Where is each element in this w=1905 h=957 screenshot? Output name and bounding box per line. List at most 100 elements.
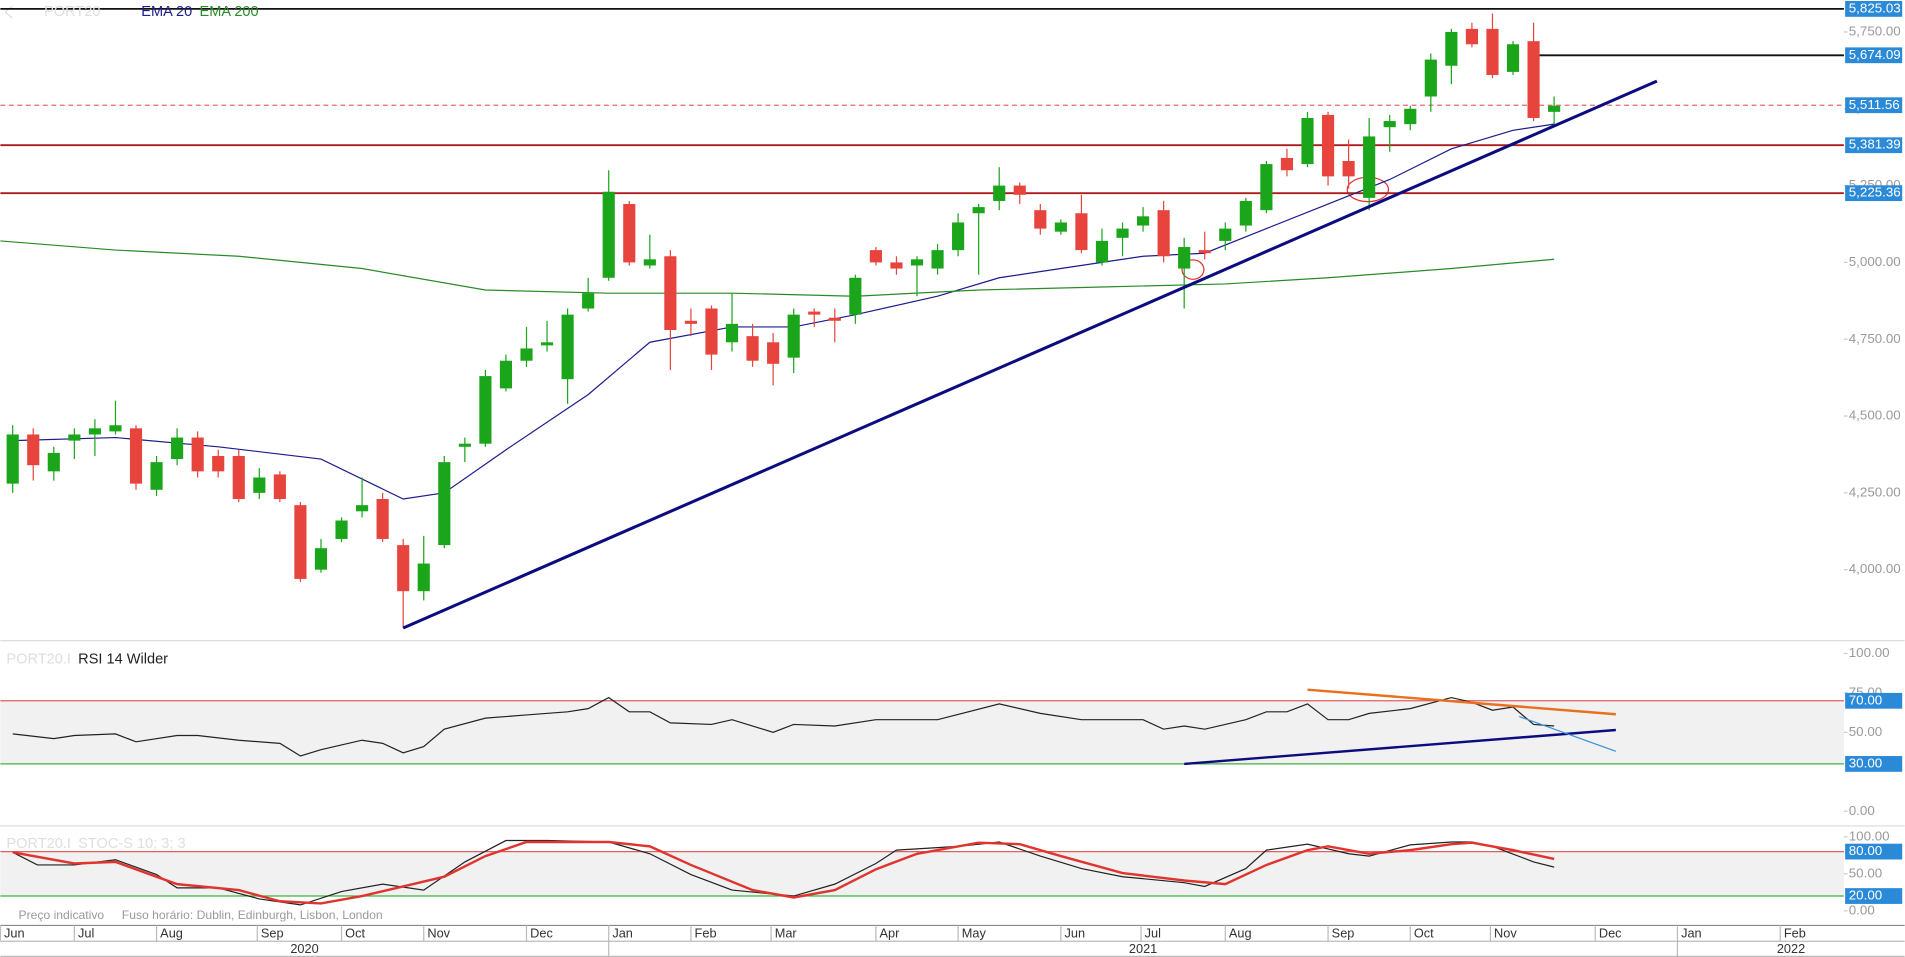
- candle-body: [150, 462, 163, 490]
- trendline: [1184, 728, 1616, 766]
- candle-body: [1034, 210, 1047, 229]
- candle-body: [582, 293, 595, 309]
- indicator-title: STOC-S 10; 3; 3: [78, 836, 185, 852]
- trendline: [402, 79, 1658, 630]
- x-tick-label: Feb: [1784, 925, 1806, 940]
- band-label-box: [1845, 843, 1903, 860]
- y-tick-label: 0.00: [1849, 902, 1875, 917]
- candle-body: [1486, 28, 1499, 75]
- candle-body: [1527, 41, 1540, 118]
- legend-entry: EMA 200: [200, 4, 259, 20]
- candle-body: [1095, 240, 1109, 263]
- candle-body: [787, 314, 800, 358]
- candle-body: [1116, 228, 1129, 238]
- candle-body: [746, 336, 759, 361]
- candle-body: [356, 505, 369, 512]
- candle-body: [191, 437, 204, 472]
- x-tick-label: Jul: [78, 925, 94, 940]
- y-tick-label: 4,750.00: [1849, 331, 1901, 346]
- indicator-title: RSI 14 Wilder: [78, 651, 168, 667]
- candle-body: [664, 256, 677, 331]
- level-label: 5,381.39: [1849, 137, 1901, 152]
- candle-body: [47, 452, 60, 472]
- candle-body: [684, 320, 697, 324]
- y-tick-label: 0.00: [1849, 803, 1875, 818]
- x-tick-label: Aug: [160, 925, 183, 940]
- y-tick-label: 50.00: [1849, 724, 1882, 739]
- candle-body: [438, 462, 451, 546]
- level-label: 5,674.09: [1849, 47, 1901, 62]
- instrument-label: PORT20.I: [6, 836, 70, 852]
- candle-body: [499, 360, 513, 389]
- candle-body: [561, 314, 574, 380]
- candle-body: [417, 563, 430, 592]
- overlay-line: [0, 240, 1555, 297]
- candle-body: [993, 185, 1006, 201]
- candle-body: [1280, 157, 1294, 171]
- candle-body: [253, 477, 266, 493]
- year-label: 2022: [1777, 941, 1805, 956]
- y-tick-label: 50.00: [1849, 865, 1882, 880]
- trendline: [1518, 715, 1617, 752]
- indicator-line: [12, 840, 1555, 905]
- candle-body: [1219, 228, 1232, 241]
- footer-note: Preço indicativo: [19, 908, 105, 922]
- year-label: 2021: [1129, 941, 1157, 956]
- candle-body: [1013, 185, 1026, 195]
- candle-body: [232, 455, 245, 500]
- candle-body: [1445, 31, 1458, 66]
- x-tick-label: Sep: [1332, 925, 1355, 940]
- candle-body: [849, 277, 862, 315]
- x-tick-label: Nov: [1494, 925, 1517, 940]
- x-tick-label: Dec: [1599, 925, 1622, 940]
- candle-body: [212, 455, 225, 472]
- band-label: 80.00: [1849, 843, 1882, 858]
- candle-body: [479, 376, 492, 444]
- legend-entry: EMA 20: [141, 4, 192, 20]
- x-tick-label: May: [962, 925, 987, 940]
- x-tick-label: Jun: [1065, 925, 1086, 940]
- x-tick-label: Jun: [4, 925, 25, 940]
- candle-body: [1465, 28, 1478, 45]
- candle-body: [273, 474, 286, 500]
- candle-body: [952, 222, 965, 251]
- y-tick-label: 5,750.00: [1849, 23, 1901, 38]
- y-tick-label: 4,000.00: [1849, 561, 1901, 576]
- highlight-circle: [1181, 259, 1205, 280]
- y-tick-label: 4,250.00: [1849, 484, 1901, 499]
- level-label-box: [1845, 1, 1903, 17]
- indicator-line: [12, 839, 1555, 906]
- candle-body: [1239, 200, 1252, 226]
- candle-body: [1137, 216, 1150, 226]
- indicator-line: [12, 696, 1555, 757]
- level-label-box: [1845, 185, 1903, 202]
- x-tick-label: Apr: [880, 925, 901, 940]
- x-tick-label: Jan: [612, 925, 633, 940]
- footer-timezone: Fuso horário: Dublin, Edinburgh, Lisbon,…: [122, 908, 383, 922]
- candle-body: [808, 311, 821, 315]
- candle-body: [1157, 210, 1170, 257]
- candle-body: [540, 342, 554, 346]
- candle-body: [314, 548, 328, 570]
- level-label-box: [1845, 97, 1903, 114]
- year-label: 2020: [290, 941, 318, 956]
- x-tick-label: Feb: [695, 925, 717, 940]
- band-label-box: [1845, 756, 1903, 772]
- candle-body: [129, 428, 143, 484]
- x-tick-label: Dec: [530, 925, 553, 940]
- y-tick-label: 100.00: [1849, 828, 1890, 843]
- band-label: 20.00: [1849, 888, 1882, 903]
- candle-body: [6, 434, 19, 484]
- x-tick-label: Oct: [1414, 925, 1434, 940]
- candle-body: [972, 207, 985, 214]
- x-tick-label: Mar: [775, 925, 798, 940]
- x-tick-label: Jul: [1145, 925, 1161, 940]
- candle-body: [1383, 121, 1396, 128]
- trendline: [1307, 688, 1616, 716]
- instrument-label: PORT20: [44, 4, 100, 20]
- candle-body: [1404, 108, 1417, 125]
- candle-body: [68, 434, 81, 441]
